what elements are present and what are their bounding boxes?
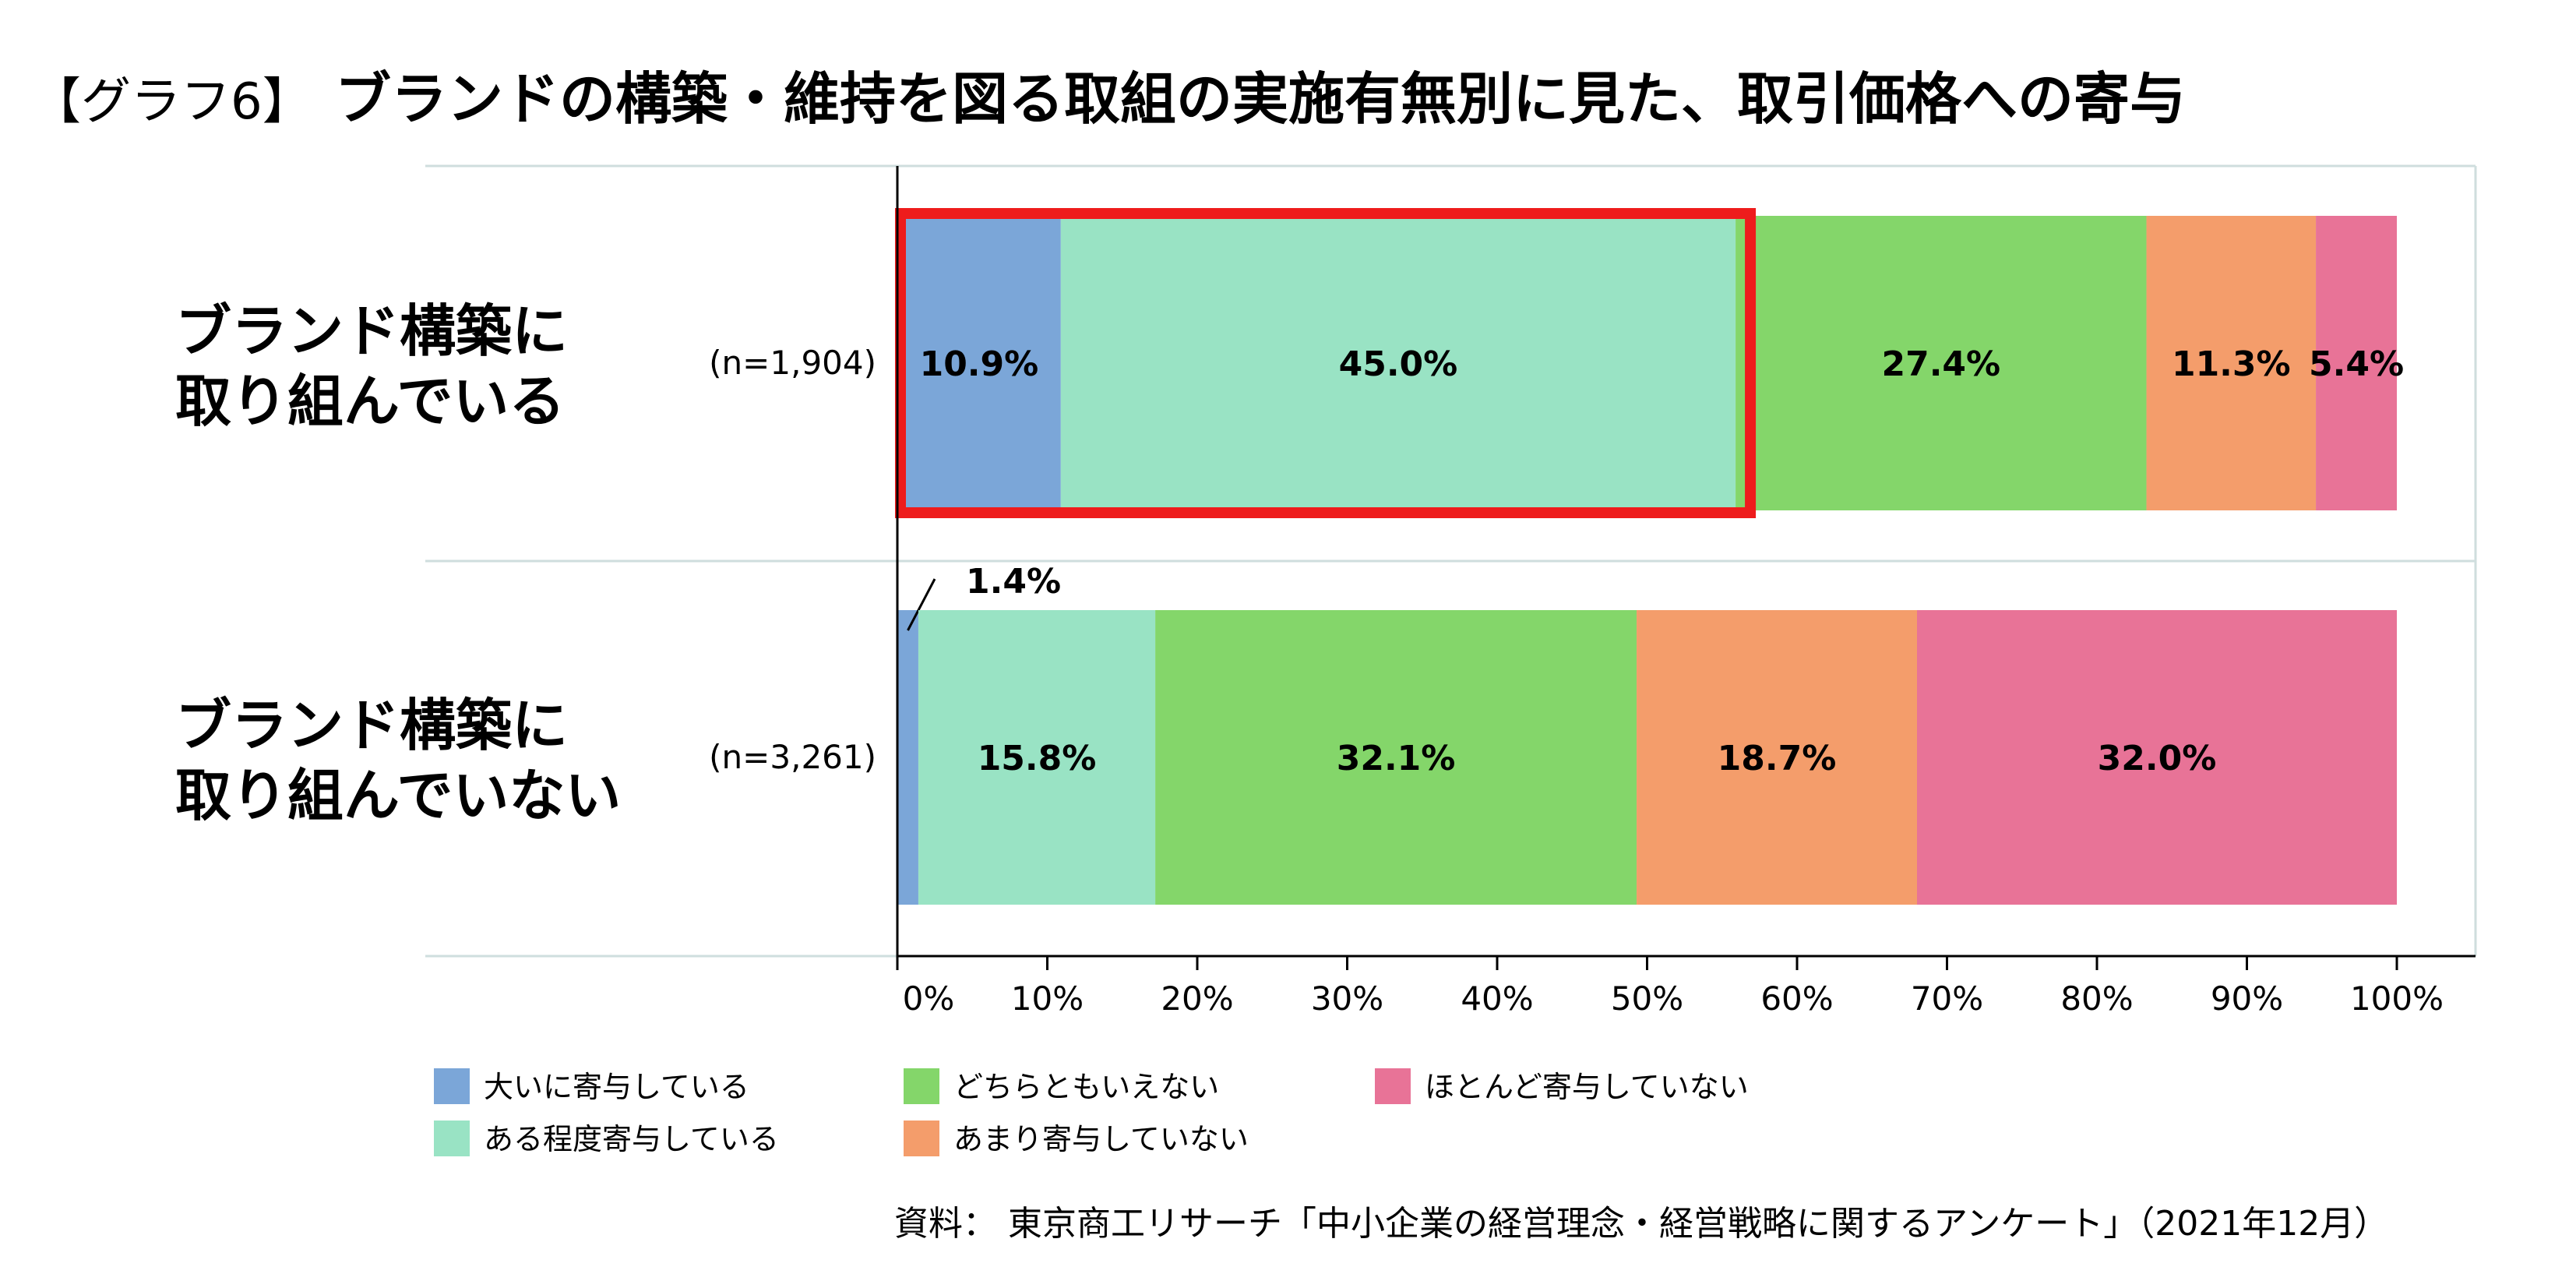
legend-label: どちらともいえない xyxy=(953,1070,1219,1104)
bar-segment xyxy=(2146,216,2317,510)
bar-segment xyxy=(1637,610,1917,905)
bar-segment xyxy=(918,610,1156,905)
data-label: 27.4% xyxy=(1881,344,2000,384)
data-label: 18.7% xyxy=(1718,739,1837,778)
legend-swatch xyxy=(1375,1068,1411,1104)
data-label: 1.4% xyxy=(966,562,1061,602)
category-label: ブランド構築に xyxy=(175,693,568,758)
chart-title: ブランドの構築・維持を図る取組の実施有無別に見た、取引価格への寄与 xyxy=(335,66,2186,132)
x-tick-label: 90% xyxy=(2211,979,2283,1018)
bar-segment xyxy=(897,610,918,905)
source-note: 資料： 東京商工リサーチ「中小企業の経営理念・経営戦略に関するアンケート」（20… xyxy=(894,1204,2388,1244)
legend-label: あまり寄与していない xyxy=(953,1122,1249,1156)
x-tick-label: 50% xyxy=(1611,979,1683,1018)
chart-title-prefix: 【グラフ6】 xyxy=(31,73,312,131)
data-label: 32.0% xyxy=(2098,739,2217,778)
legend-swatch xyxy=(904,1068,939,1104)
category-label: 取り組んでいる xyxy=(175,369,565,434)
data-label: 15.8% xyxy=(978,739,1097,778)
category-label: 取り組んでいない xyxy=(175,763,621,828)
legend-swatch xyxy=(434,1068,470,1104)
x-tick-label: 20% xyxy=(1161,979,1233,1018)
sample-size-label: (n=3,261) xyxy=(709,738,876,776)
x-tick-label: 80% xyxy=(2060,979,2133,1018)
highlight-box xyxy=(895,208,1757,518)
x-tick-label: 40% xyxy=(1461,979,1533,1018)
data-label: 5.4% xyxy=(2309,344,2404,384)
bar-segment xyxy=(1917,610,2397,905)
data-label: 32.1% xyxy=(1337,739,1456,778)
x-tick-label: 100% xyxy=(2350,979,2444,1018)
x-tick-label: 70% xyxy=(1911,979,1983,1018)
x-tick-label: 0% xyxy=(903,979,955,1018)
bar-segment xyxy=(1736,216,2147,510)
legend-swatch xyxy=(434,1121,470,1156)
bar-segment xyxy=(2316,216,2397,510)
bar-segment xyxy=(1060,216,1736,510)
bar-segment xyxy=(897,216,1061,510)
data-label-leader xyxy=(907,578,936,631)
data-label: 45.0% xyxy=(1339,344,1458,384)
data-label: 10.9% xyxy=(920,344,1039,384)
legend-label: ほとんど寄与していない xyxy=(1425,1070,1749,1104)
data-label: 11.3% xyxy=(2172,344,2291,384)
legend-swatch xyxy=(904,1121,939,1156)
legend-label: 大いに寄与している xyxy=(484,1070,749,1104)
x-tick-label: 10% xyxy=(1011,979,1084,1018)
bar-segment xyxy=(1155,610,1637,905)
x-tick-label: 60% xyxy=(1760,979,1833,1018)
category-label: ブランド構築に xyxy=(175,298,568,364)
sample-size-label: (n=1,904) xyxy=(709,344,876,382)
legend-label: ある程度寄与している xyxy=(484,1122,779,1156)
x-tick-label: 30% xyxy=(1311,979,1383,1018)
